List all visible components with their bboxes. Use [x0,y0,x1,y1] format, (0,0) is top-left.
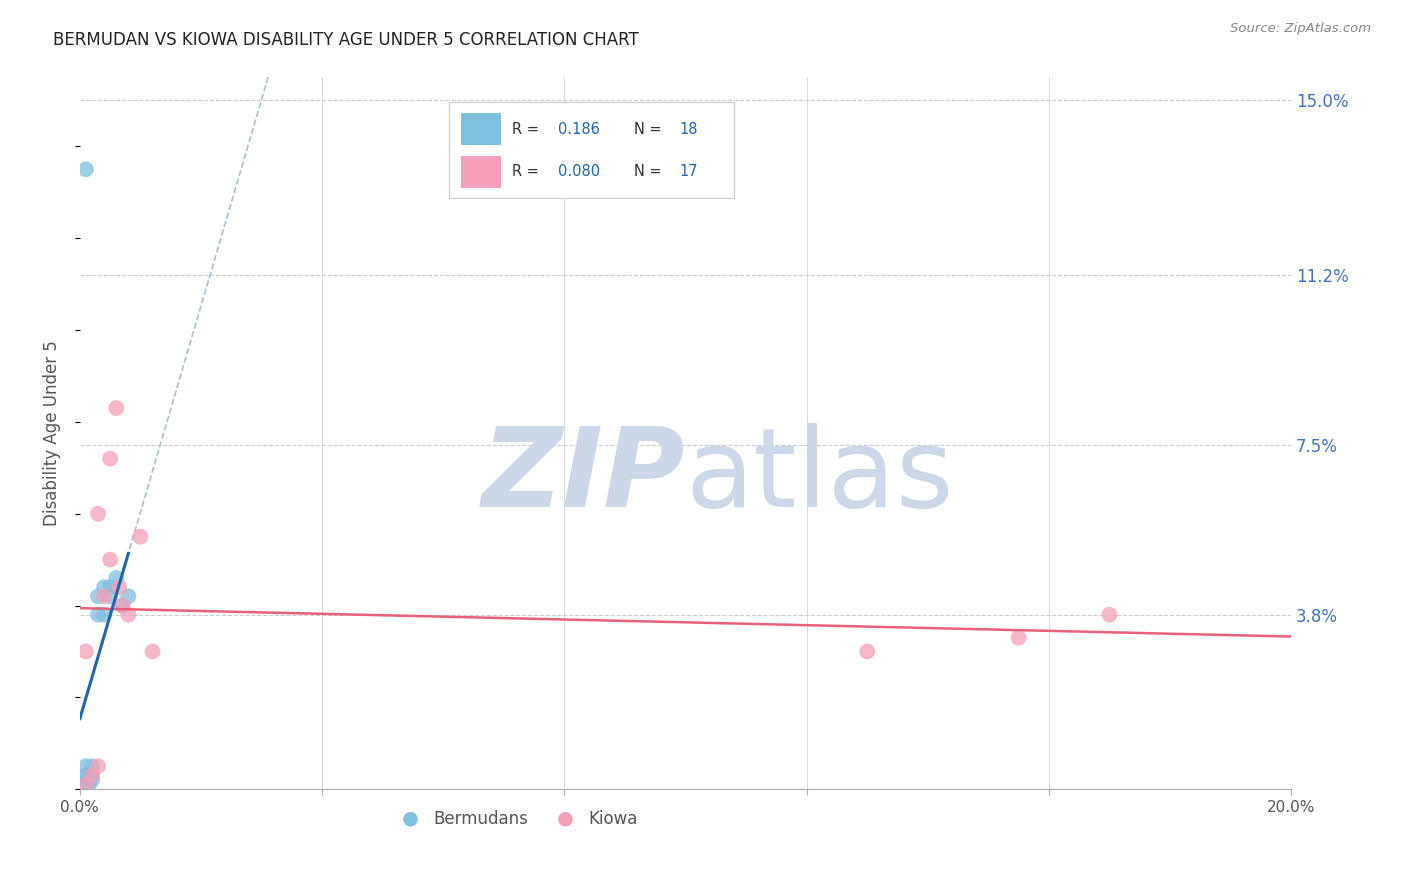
Legend: Bermudans, Kiowa: Bermudans, Kiowa [387,803,645,834]
Point [80,772,103,787]
Point [87,759,110,773]
Point [1008,631,1031,645]
Point [80,768,103,782]
Y-axis label: Disability Age Under 5: Disability Age Under 5 [44,341,60,526]
Point [117,607,139,622]
Point [75,759,97,773]
Point [117,590,139,604]
Point [87,507,110,521]
Point [75,772,97,787]
Point [141,644,163,658]
Point [75,162,97,177]
Point [72,778,94,792]
Point [856,644,879,658]
Text: ZIP: ZIP [482,423,686,530]
Point [98,580,121,594]
Text: Source: ZipAtlas.com: Source: ZipAtlas.com [1230,22,1371,36]
Text: BERMUDAN VS KIOWA DISABILITY AGE UNDER 5 CORRELATION CHART: BERMUDAN VS KIOWA DISABILITY AGE UNDER 5… [53,31,640,49]
Point [108,580,131,594]
Point [75,768,97,782]
Point [93,590,115,604]
Point [87,590,110,604]
Point [98,590,121,604]
Point [105,571,128,585]
Point [98,552,121,566]
Point [93,607,115,622]
Point [129,530,152,544]
Text: atlas: atlas [686,423,955,530]
Point [105,401,128,415]
Point [98,451,121,466]
Point [111,599,134,613]
Point [75,644,97,658]
Point [111,599,134,613]
Point [80,759,103,773]
Point [80,768,103,782]
Point [75,778,97,792]
Point [1098,607,1121,622]
Point [87,607,110,622]
Point [77,778,100,792]
Point [93,580,115,594]
